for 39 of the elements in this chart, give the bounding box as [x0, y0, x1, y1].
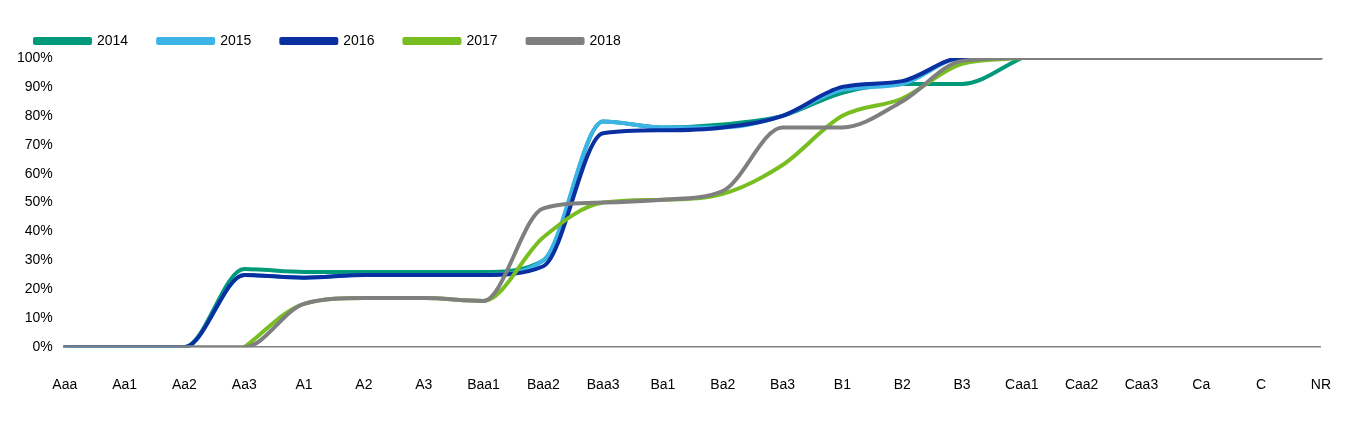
line-series — [62, 58, 1323, 348]
y-tick-label: 90% — [24, 77, 53, 94]
y-tick-label: 20% — [24, 280, 53, 297]
y-tick-label: 10% — [24, 309, 53, 326]
x-tick-label: Aa1 — [112, 376, 138, 393]
x-tick-label: Aa2 — [171, 376, 198, 393]
x-tick-label: C — [1256, 376, 1267, 393]
x-tick-label: NR — [1310, 376, 1332, 393]
x-tick-label: A3 — [415, 376, 433, 393]
x-tick-label: Baa1 — [467, 376, 501, 393]
y-tick-label: 80% — [24, 106, 53, 123]
legend-label: 2016 — [343, 31, 375, 48]
x-tick-label: Baa3 — [586, 376, 620, 393]
x-tick-label: Caa2 — [1064, 376, 1099, 393]
x-tick-label: Ba3 — [770, 376, 796, 393]
y-tick-label: 60% — [24, 164, 53, 181]
y-tick-label: 50% — [24, 193, 53, 210]
x-tick-label: Aaa — [52, 376, 78, 393]
x-tick-label: B1 — [833, 376, 852, 393]
x-tick-label: Caa1 — [1005, 376, 1039, 393]
y-tick-label: 40% — [24, 222, 53, 239]
x-tick-label: Ba2 — [710, 376, 736, 393]
y-tick-label: 70% — [24, 135, 53, 152]
x-tick-label: B2 — [893, 376, 911, 393]
x-tick-label: Caa3 — [1124, 376, 1159, 393]
legend-label: 2014 — [97, 31, 129, 48]
x-tick-label: A2 — [355, 376, 373, 393]
x-tick-label: A1 — [295, 376, 313, 393]
y-tick-label: 30% — [24, 251, 53, 268]
x-tick-label: Aa3 — [231, 376, 257, 393]
legend-label: 2018 — [589, 31, 621, 48]
x-tick-label: Ba1 — [650, 376, 676, 393]
y-tick-label: 100% — [16, 48, 53, 65]
legend-label: 2017 — [466, 31, 498, 48]
y-tick-label: 0% — [32, 338, 53, 355]
x-tick-label: Baa2 — [526, 376, 560, 393]
x-tick-label: Ca — [1192, 376, 1211, 393]
x-tick-label: B3 — [953, 376, 971, 393]
legend-label: 2015 — [220, 31, 252, 48]
